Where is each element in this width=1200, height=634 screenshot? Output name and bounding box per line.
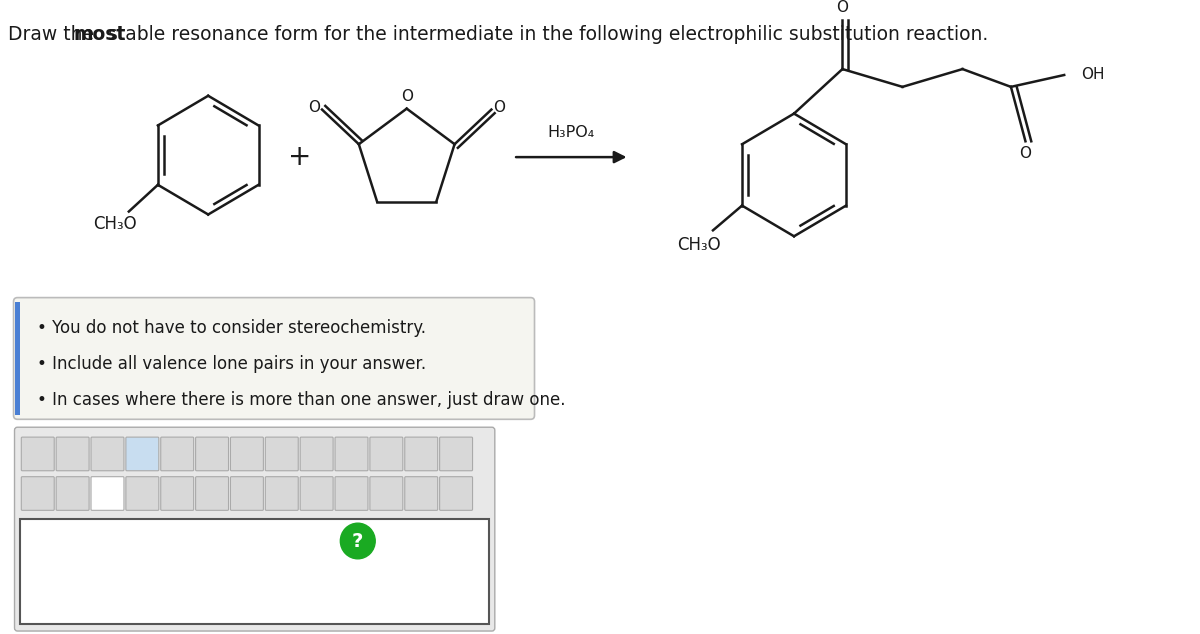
Text: Draw the: Draw the: [7, 25, 100, 44]
Text: O: O: [308, 100, 320, 115]
Text: H₃PO₄: H₃PO₄: [547, 125, 595, 140]
FancyBboxPatch shape: [404, 437, 438, 471]
Text: CH₃O: CH₃O: [92, 216, 137, 233]
FancyBboxPatch shape: [22, 477, 54, 510]
FancyBboxPatch shape: [56, 437, 89, 471]
FancyBboxPatch shape: [439, 437, 473, 471]
FancyBboxPatch shape: [230, 437, 263, 471]
Bar: [16, 302, 20, 415]
FancyBboxPatch shape: [13, 297, 534, 419]
FancyBboxPatch shape: [370, 437, 403, 471]
FancyBboxPatch shape: [300, 477, 334, 510]
FancyBboxPatch shape: [91, 437, 124, 471]
FancyBboxPatch shape: [265, 437, 299, 471]
FancyBboxPatch shape: [126, 437, 158, 471]
FancyBboxPatch shape: [196, 477, 228, 510]
FancyBboxPatch shape: [196, 437, 228, 471]
FancyBboxPatch shape: [265, 477, 299, 510]
Text: stable resonance form for the intermediate in the following electrophilic substi: stable resonance form for the intermedia…: [102, 25, 989, 44]
Text: O: O: [836, 0, 848, 15]
Circle shape: [341, 523, 376, 559]
FancyBboxPatch shape: [14, 427, 494, 631]
FancyBboxPatch shape: [126, 477, 158, 510]
FancyBboxPatch shape: [56, 477, 89, 510]
Text: O: O: [401, 89, 413, 104]
FancyBboxPatch shape: [335, 437, 368, 471]
Bar: [20, 519, 490, 624]
FancyBboxPatch shape: [335, 477, 368, 510]
Text: • Include all valence lone pairs in your answer.: • Include all valence lone pairs in your…: [37, 355, 426, 373]
Text: • You do not have to consider stereochemistry.: • You do not have to consider stereochem…: [37, 320, 426, 337]
Text: O: O: [493, 100, 505, 115]
Text: +: +: [288, 143, 312, 171]
FancyBboxPatch shape: [22, 437, 54, 471]
Text: O: O: [1020, 146, 1032, 160]
FancyBboxPatch shape: [161, 437, 193, 471]
FancyBboxPatch shape: [230, 477, 263, 510]
FancyBboxPatch shape: [161, 477, 193, 510]
Text: most: most: [73, 25, 125, 44]
FancyBboxPatch shape: [404, 477, 438, 510]
Text: CH₃O: CH₃O: [677, 236, 721, 254]
FancyBboxPatch shape: [370, 477, 403, 510]
Text: OH: OH: [1081, 67, 1105, 82]
FancyBboxPatch shape: [91, 477, 124, 510]
Text: ?: ?: [352, 533, 364, 552]
FancyBboxPatch shape: [439, 477, 473, 510]
Text: • In cases where there is more than one answer, just draw one.: • In cases where there is more than one …: [37, 391, 565, 408]
FancyBboxPatch shape: [300, 437, 334, 471]
